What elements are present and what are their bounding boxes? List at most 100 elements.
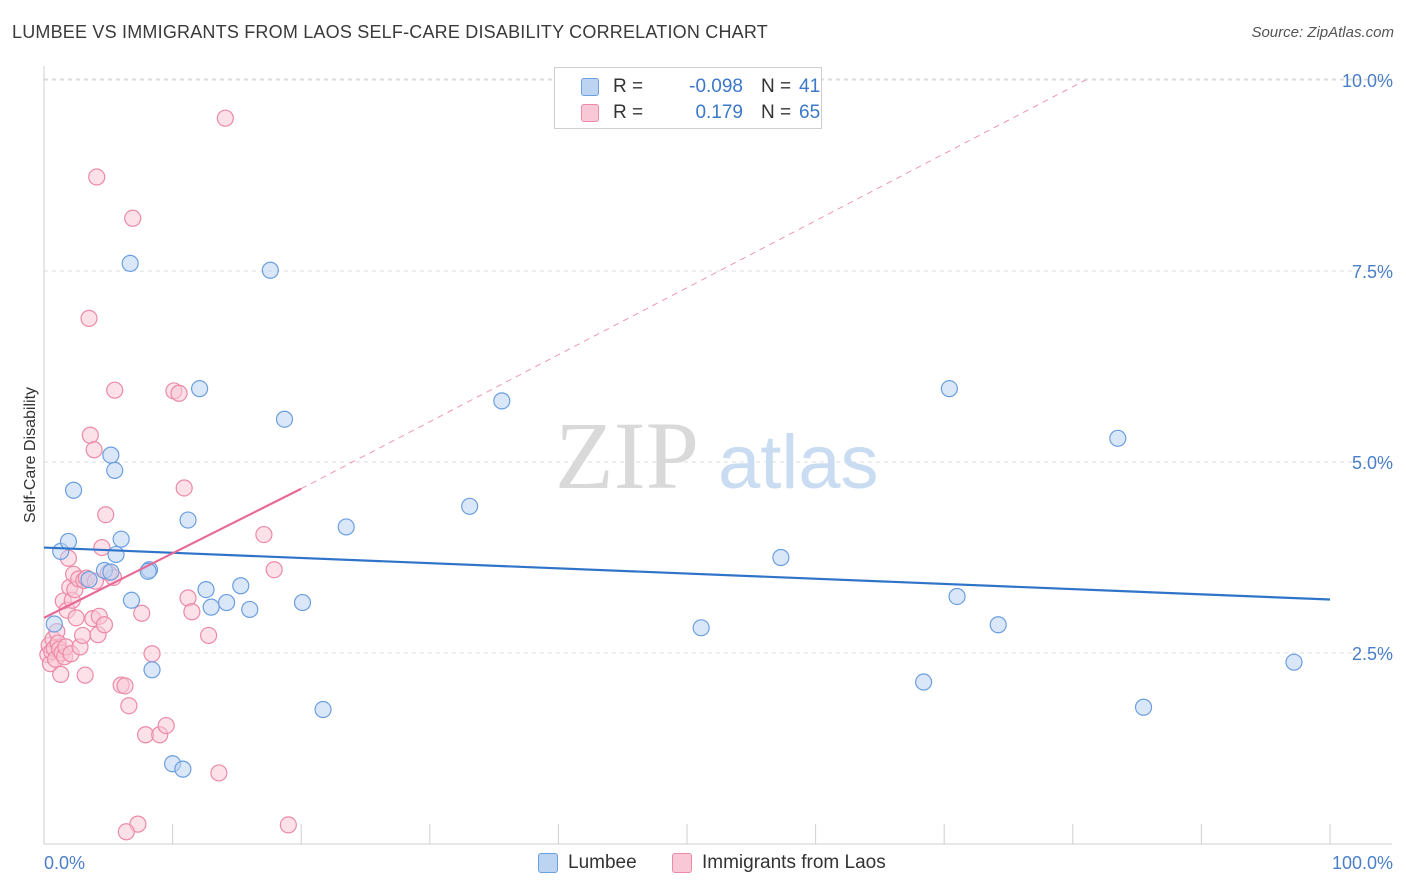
data-point-lumbee: [1285, 653, 1303, 671]
data-point-lumbee: [174, 760, 192, 778]
legend-n-value: 41: [799, 76, 821, 97]
data-point-laos: [143, 645, 161, 663]
data-point-lumbee: [314, 700, 332, 719]
data-point-laos: [52, 665, 70, 683]
legend-label-laos: Immigrants from Laos: [702, 852, 886, 873]
data-point-lumbee: [202, 598, 220, 616]
trend-line-laos: [43, 487, 302, 619]
data-point-lumbee: [191, 380, 209, 398]
data-point-laos: [80, 309, 98, 327]
watermark-zip: ZIP: [555, 402, 699, 509]
data-point-laos: [97, 506, 115, 524]
data-point-lumbee: [692, 619, 710, 637]
data-point-lumbee: [493, 392, 511, 410]
x-tick-labels: 0.0% 100.0%: [44, 853, 1393, 873]
data-point-laos: [210, 764, 228, 782]
data-point-laos: [116, 677, 134, 695]
data-point-laos: [81, 426, 99, 444]
y-axis-label: Self-Care Disability: [22, 387, 39, 523]
data-point-lumbee: [1134, 698, 1153, 716]
data-point-lumbee: [179, 511, 197, 529]
data-point-laos: [200, 626, 218, 645]
legend-r-label: R =: [613, 76, 644, 97]
data-point-laos: [279, 816, 297, 834]
data-point-lumbee: [121, 254, 139, 272]
data-point-laos: [175, 479, 193, 497]
x-tick-label-min: 0.0%: [44, 853, 85, 873]
data-point-laos: [88, 168, 106, 186]
watermark: ZIP atlas: [555, 402, 879, 509]
data-point-laos: [133, 604, 151, 622]
legend-r-value: -0.098: [689, 76, 743, 97]
data-point-laos: [76, 666, 94, 684]
legend-n-label: N =: [761, 76, 792, 97]
data-point-laos: [157, 716, 175, 735]
data-point-lumbee: [915, 673, 933, 691]
data-point-lumbee: [293, 593, 312, 612]
data-point-laos: [170, 384, 188, 402]
legend-swatch-laos: [581, 104, 599, 122]
legend-label-lumbee: Lumbee: [568, 852, 637, 873]
data-point-lumbee: [989, 616, 1007, 634]
data-point-laos: [95, 616, 114, 634]
legend-n-value: 65: [799, 102, 821, 123]
data-point-laos: [67, 609, 85, 627]
data-point-lumbee: [106, 461, 124, 480]
data-point-lumbee: [261, 261, 279, 279]
data-point-laos: [93, 538, 111, 557]
y-tick-label: 2.5%: [1352, 644, 1393, 664]
legend-swatch-lumbee: [538, 853, 558, 873]
data-point-lumbee: [45, 615, 63, 633]
data-point-laos: [255, 525, 273, 544]
data-point-laos: [120, 697, 138, 715]
axes: [43, 66, 1392, 845]
legend-swatch-laos: [672, 853, 692, 873]
data-point-lumbee: [772, 548, 790, 567]
chart-title: LUMBEE VS IMMIGRANTS FROM LAOS SELF-CARE…: [12, 22, 768, 42]
x-tick-label-max: 100.0%: [1332, 853, 1393, 873]
legend-r-value: 0.179: [695, 102, 743, 123]
data-point-laos: [216, 109, 234, 127]
legend-n-label: N =: [761, 102, 792, 123]
data-point-lumbee: [107, 545, 125, 564]
data-point-laos: [73, 626, 92, 645]
data-point-lumbee: [1109, 429, 1127, 447]
data-point-laos: [117, 823, 135, 841]
data-point-lumbee: [112, 530, 130, 548]
data-point-lumbee: [275, 410, 294, 428]
data-point-lumbee: [948, 587, 966, 606]
trend-line-laos-extension: [300, 79, 1086, 490]
data-point-lumbee: [59, 532, 78, 551]
data-point-laos: [183, 603, 201, 621]
data-point-laos: [124, 209, 142, 227]
data-point-laos: [85, 441, 103, 459]
series-laos-points: [39, 109, 297, 841]
data-point-lumbee: [122, 591, 141, 609]
trend-lines: [43, 79, 1331, 619]
y-tick-label: 5.0%: [1352, 453, 1393, 473]
y-tick-label: 7.5%: [1352, 262, 1393, 282]
data-point-lumbee: [461, 497, 479, 515]
data-point-lumbee: [64, 481, 83, 499]
data-point-laos: [106, 381, 124, 399]
data-point-lumbee: [241, 600, 259, 619]
data-point-lumbee: [232, 577, 250, 595]
data-point-lumbee: [80, 571, 98, 589]
data-point-lumbee: [197, 580, 215, 599]
grid-lines: [44, 78, 1392, 654]
data-point-lumbee: [337, 518, 355, 536]
source-label: Source: ZipAtlas.com: [1251, 24, 1394, 41]
data-point-laos: [265, 561, 283, 579]
series-legend: Lumbee Immigrants from Laos: [0, 852, 1406, 878]
watermark-atlas: atlas: [718, 420, 879, 505]
trend-line-lumbee: [43, 546, 1331, 601]
legend-r-label: R =: [613, 102, 644, 123]
correlation-legend: R = -0.098 N = 41 R = 0.179 N = 65: [554, 67, 822, 129]
series-lumbee-points: [45, 254, 1303, 778]
data-point-lumbee: [218, 593, 236, 612]
y-tick-label: 10.0%: [1342, 71, 1393, 91]
data-point-lumbee: [102, 446, 120, 464]
data-point-lumbee: [143, 661, 161, 679]
legend-swatch-lumbee: [581, 78, 599, 96]
